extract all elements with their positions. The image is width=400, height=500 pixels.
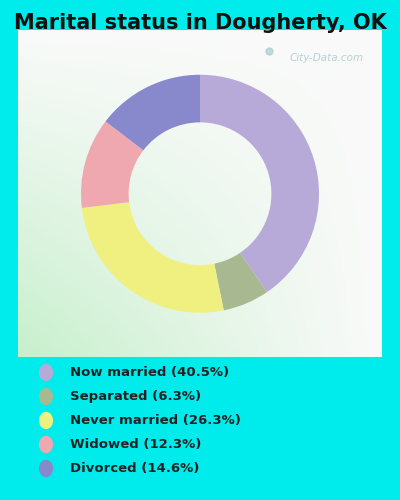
Wedge shape: [82, 202, 224, 312]
Text: Widowed (12.3%): Widowed (12.3%): [70, 438, 201, 451]
Text: Never married (26.3%): Never married (26.3%): [70, 414, 241, 427]
Wedge shape: [214, 253, 267, 310]
Text: Marital status in Dougherty, OK: Marital status in Dougherty, OK: [14, 13, 386, 33]
Wedge shape: [200, 74, 319, 292]
Text: Now married (40.5%): Now married (40.5%): [70, 366, 229, 379]
Wedge shape: [106, 74, 200, 150]
Text: Divorced (14.6%): Divorced (14.6%): [70, 462, 199, 475]
Text: City-Data.com: City-Data.com: [290, 53, 364, 63]
Text: Separated (6.3%): Separated (6.3%): [70, 390, 201, 403]
Wedge shape: [81, 122, 143, 208]
